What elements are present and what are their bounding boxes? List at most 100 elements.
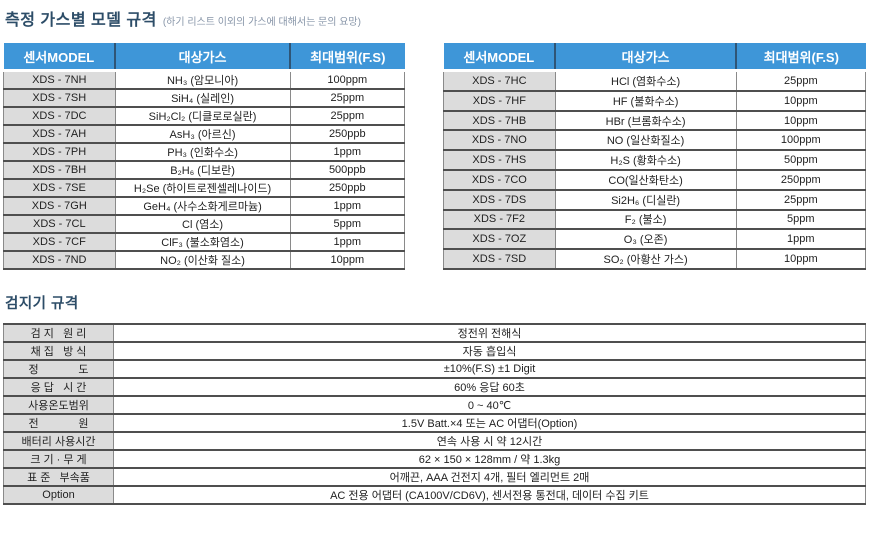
gas-cell: AsH₃ (아르신): [114, 124, 291, 144]
range-cell: 10ppm: [735, 89, 867, 112]
spec-label-cell: 검 지 원 리: [3, 323, 114, 343]
model-cell: XDS - 7CF: [3, 232, 116, 252]
model-cell: XDS - 7GH: [3, 196, 116, 216]
spec-value-cell: 62 × 150 × 128mm / 약 1.3kg: [113, 449, 866, 469]
table-row: XDS - 7HB HBr (브롬화수소) 10ppm: [443, 109, 867, 132]
table-row: XDS - 7BH B₂H₆ (디보란) 500ppb: [3, 160, 406, 180]
gas-cell: HBr (브롬화수소): [554, 109, 737, 132]
table-row: XDS - 7HS H₂S (황화수소) 50ppm: [443, 149, 867, 171]
spec-value-cell: 1.5V Batt.×4 또는 AC 어댑터(Option): [113, 413, 866, 433]
model-cell: XDS - 7HC: [443, 69, 556, 92]
range-cell: 25ppm: [735, 69, 867, 92]
range-cell: 10ppm: [289, 250, 406, 270]
spec-row: 사용온도범위 0 ~ 40℃: [3, 395, 866, 415]
gas-cell: Si2H₆ (디실란): [554, 188, 737, 211]
page-title-note: (하기 리스트 이외의 가스에 대해서는 문의 요망): [162, 17, 361, 28]
table-row: XDS - 7AH AsH₃ (아르신) 250ppb: [3, 124, 406, 144]
range-cell: 1ppm: [735, 228, 867, 251]
gas-cell: CO(일산화탄소): [554, 169, 737, 191]
range-cell: 10ppm: [735, 109, 867, 132]
model-cell: XDS - 7OZ: [443, 228, 556, 251]
col-header-model: 센서MODEL: [3, 43, 116, 72]
spec-value-cell: 연속 사용 시 약 12시간: [113, 431, 866, 451]
range-cell: 500ppb: [289, 160, 406, 180]
table-row: XDS - 7PH PH₃ (인화수소) 1ppm: [3, 142, 406, 162]
table-row: XDS - 7HF HF (불화수소) 10ppm: [443, 89, 867, 112]
model-cell: XDS - 7DC: [3, 106, 116, 126]
range-cell: 25ppm: [735, 188, 867, 211]
col-header-range: 최대범위(F.S): [735, 43, 866, 72]
range-cell: 5ppm: [735, 208, 867, 231]
spec-row: 채 집 방 식 자동 흡입식: [3, 341, 866, 361]
gas-cell: HCl (염화수소): [554, 69, 737, 92]
gas-model-table-left: 센서MODEL 대상가스 최대범위(F.S) XDS - 7NH NH₃ (암모니…: [3, 43, 406, 270]
range-cell: 100ppm: [735, 129, 867, 152]
spec-row: 전 원 1.5V Batt.×4 또는 AC 어댑터(Option): [3, 413, 866, 433]
spec-label-cell: 채 집 방 식: [3, 341, 114, 361]
range-cell: 25ppm: [289, 88, 406, 108]
table-row: XDS - 7SD SO₂ (아황산 가스) 10ppm: [443, 248, 867, 270]
table-row: XDS - 7HC HCl (염화수소) 25ppm: [443, 69, 867, 92]
model-cell: XDS - 7SH: [3, 88, 116, 108]
spec-label-cell: 표 준 부속품: [3, 467, 114, 487]
spec-row: 정 도 ±10%(F.S) ±1 Digit: [3, 359, 866, 379]
table-row: XDS - 7NH NH₃ (암모니아) 100ppm: [3, 69, 406, 90]
range-cell: 10ppm: [735, 248, 867, 270]
model-cell: XDS - 7BH: [3, 160, 116, 180]
table-row: XDS - 7NO NO (일산화질소) 100ppm: [443, 129, 867, 152]
model-cell: XDS - 7NH: [3, 69, 116, 90]
model-cell: XDS - 7HB: [443, 109, 556, 132]
table-row: XDS - 7F2 F₂ (불소) 5ppm: [443, 208, 867, 231]
table-row: XDS - 7SE H₂Se (하이트로젠셀레나이드) 250ppb: [3, 178, 406, 198]
gas-cell: H₂S (황화수소): [554, 149, 737, 171]
table-row: XDS - 7CO CO(일산화탄소) 250ppm: [443, 169, 867, 191]
gas-cell: NH₃ (암모니아): [114, 69, 291, 90]
spec-label-cell: 전 원: [3, 413, 114, 433]
col-header-gas: 대상가스: [554, 43, 737, 72]
model-cell: XDS - 7HS: [443, 149, 556, 171]
spec-row: Option AC 전용 어댑터 (CA100V/CD6V), 센서전용 통전대,…: [3, 485, 866, 505]
spec-row: 크 기 · 무 게 62 × 150 × 128mm / 약 1.3kg: [3, 449, 866, 469]
model-cell: XDS - 7PH: [3, 142, 116, 162]
model-cell: XDS - 7HF: [443, 89, 556, 112]
spec-row: 검 지 원 리 정전위 전해식: [3, 323, 866, 343]
spec-value-cell: ±10%(F.S) ±1 Digit: [113, 359, 866, 379]
gas-cell: NO (일산화질소): [554, 129, 737, 152]
spec-row: 표 준 부속품 어깨끈, AAA 건전지 4개, 필터 엘리먼트 2매: [3, 467, 866, 487]
page-title: 측정 가스별 모델 규격: [5, 12, 157, 29]
col-header-model: 센서MODEL: [443, 43, 556, 72]
spec-value-cell: 정전위 전해식: [113, 323, 866, 343]
table-row: XDS - 7GH GeH₄ (사수소화게르마늄) 1ppm: [3, 196, 406, 216]
spec-section-title: 검지기 규격: [5, 296, 79, 312]
spec-value-cell: 60% 응답 60초: [113, 377, 866, 397]
model-cell: XDS - 7ND: [3, 250, 116, 270]
gas-cell: SO₂ (아황산 가스): [554, 248, 737, 270]
table-row: XDS - 7DC SiH₂Cl₂ (디클로로실란) 25ppm: [3, 106, 406, 126]
table-row: XDS - 7CL Cl (염소) 5ppm: [3, 214, 406, 234]
model-cell: XDS - 7F2: [443, 208, 556, 231]
range-cell: 250ppb: [289, 124, 406, 144]
spec-value-cell: 어깨끈, AAA 건전지 4개, 필터 엘리먼트 2매: [113, 467, 866, 487]
gas-model-tables: 센서MODEL 대상가스 최대범위(F.S) XDS - 7NH NH₃ (암모니…: [3, 43, 867, 270]
table-row: XDS - 7OZ O₃ (오존) 1ppm: [443, 228, 867, 251]
gas-cell: ClF₃ (불소화염소): [114, 232, 291, 252]
col-header-gas: 대상가스: [114, 43, 291, 72]
table-header-row: 센서MODEL 대상가스 최대범위(F.S): [3, 43, 405, 72]
table-row: XDS - 7ND NO₂ (이산화 질소) 10ppm: [3, 250, 406, 270]
gas-cell: HF (불화수소): [554, 89, 737, 112]
gas-cell: SiH₄ (실레인): [114, 88, 291, 108]
table-header-row: 센서MODEL 대상가스 최대범위(F.S): [443, 43, 866, 72]
gas-cell: GeH₄ (사수소화게르마늄): [114, 196, 291, 216]
detector-spec-table: 검 지 원 리 정전위 전해식 채 집 방 식 자동 흡입식 정 도 ±10%(F.S…: [3, 323, 866, 505]
spec-label-cell: 정 도: [3, 359, 114, 379]
model-cell: XDS - 7NO: [443, 129, 556, 152]
table-row: XDS - 7SH SiH₄ (실레인) 25ppm: [3, 88, 406, 108]
range-cell: 5ppm: [289, 214, 406, 234]
range-cell: 1ppm: [289, 142, 406, 162]
range-cell: 250ppm: [735, 169, 867, 191]
spec-value-cell: AC 전용 어댑터 (CA100V/CD6V), 센서전용 통전대, 데이터 수…: [113, 485, 866, 505]
range-cell: 50ppm: [735, 149, 867, 171]
model-cell: XDS - 7CO: [443, 169, 556, 191]
gas-cell: O₃ (오존): [554, 228, 737, 251]
